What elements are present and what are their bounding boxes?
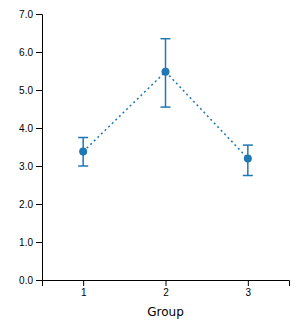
y-tick-label: 6.0: [19, 47, 33, 58]
x-tick-label: 1: [81, 287, 87, 298]
y-axis-line: [36, 15, 43, 281]
y-tick-label: 4.0: [19, 123, 33, 134]
chart: 1 2 3 0.0 1.0 2.0 3.0 4.0 5.0 6.0 7.0 Group: [0, 0, 305, 324]
point: [79, 148, 87, 156]
y-tick-mark: [36, 204, 42, 205]
y-tick: 7.0: [19, 9, 42, 20]
y-tick-label: 5.0: [19, 85, 33, 96]
y-tick-mark: [36, 242, 42, 243]
y-tick: 5.0: [19, 85, 42, 96]
error-bar: [78, 138, 88, 167]
y-tick-label: 1.0: [19, 237, 33, 248]
error-bar-cap-upper: [78, 137, 88, 139]
x-axis: 1 2 3: [43, 280, 290, 298]
x-tick-label: 2: [163, 287, 169, 298]
plot-area: 1 2 3 0.0 1.0 2.0 3.0 4.0 5.0 6.0 7.0: [19, 9, 289, 298]
y-tick-label: 2.0: [19, 199, 33, 210]
error-bar-cap-lower: [161, 106, 171, 108]
y-tick-mark: [36, 280, 42, 281]
x-tick: 3: [246, 280, 252, 298]
error-bar-cap-lower: [78, 165, 88, 167]
y-tick: 1.0: [19, 237, 42, 248]
y-axis: 0.0 1.0 2.0 3.0 4.0 5.0 6.0 7.0: [19, 9, 42, 286]
y-tick-label: 0.0: [19, 275, 33, 286]
x-tick-mark: [83, 280, 84, 286]
x-tick-label: 3: [246, 287, 252, 298]
x-tick-mark: [248, 280, 249, 286]
marks: [78, 39, 253, 176]
x-tick: 2: [163, 280, 169, 298]
error-bar: [243, 145, 253, 175]
x-tick-mark: [166, 280, 167, 286]
error-bar-cap-upper: [243, 144, 253, 146]
x-axis-line: [43, 281, 290, 287]
x-axis-title: Group: [147, 305, 184, 319]
point: [244, 154, 252, 162]
y-tick-label: 3.0: [19, 161, 33, 172]
y-tick: 3.0: [19, 161, 42, 172]
y-tick-mark: [36, 14, 42, 15]
error-bar: [161, 39, 171, 107]
y-tick: 4.0: [19, 123, 42, 134]
y-tick-label: 7.0: [19, 9, 33, 20]
x-tick: 1: [81, 280, 87, 298]
y-tick-mark: [36, 128, 42, 129]
point: [162, 68, 170, 76]
y-tick-mark: [36, 52, 42, 53]
y-tick: 0.0: [19, 275, 42, 286]
y-tick-mark: [36, 90, 42, 91]
error-bar-cap-upper: [161, 38, 171, 40]
error-bar-cap-lower: [243, 175, 253, 177]
y-tick: 6.0: [19, 47, 42, 58]
y-tick-mark: [36, 166, 42, 167]
y-tick: 2.0: [19, 199, 42, 210]
